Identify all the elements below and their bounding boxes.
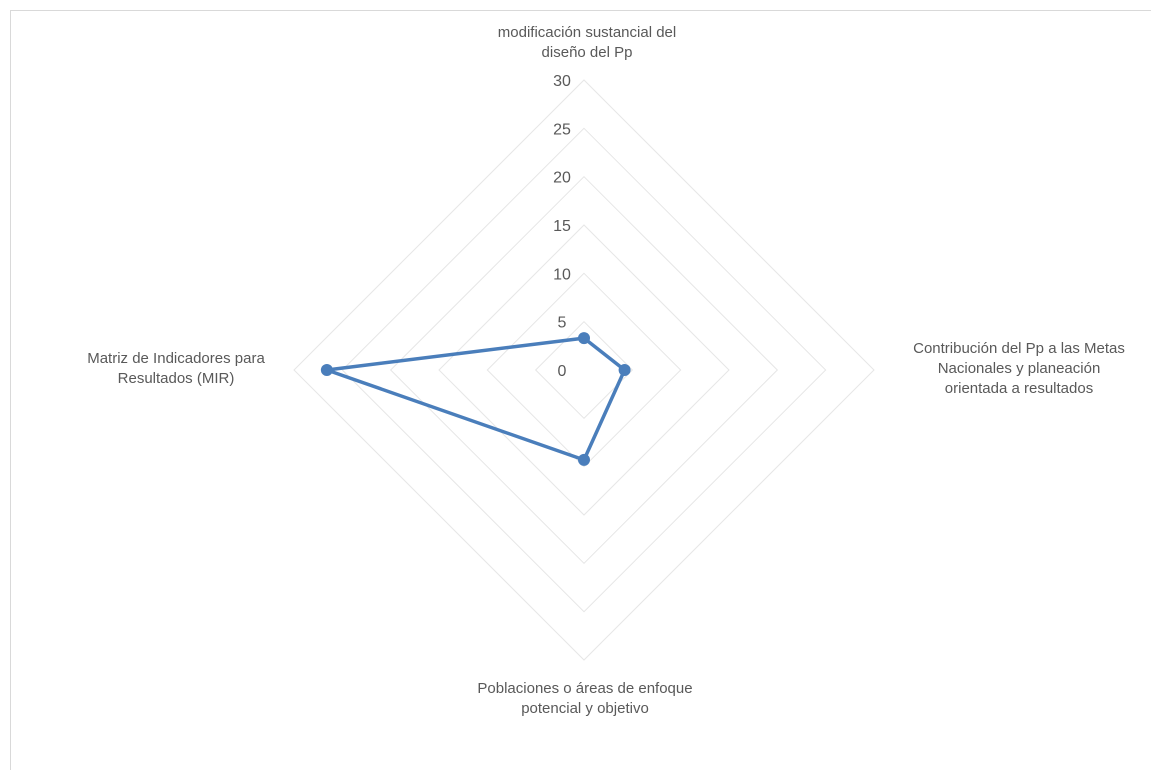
axis-label: Poblaciones o áreas de enfoque potencial … (477, 680, 692, 717)
tick-label: 30 (553, 73, 571, 90)
data-point (320, 364, 333, 376)
axis-label: Contribución del Pp a las Metas Nacionale… (913, 340, 1125, 397)
data-point (578, 332, 590, 345)
chart-frame (10, 10, 1151, 770)
tick-label: 20 (553, 170, 571, 187)
axis-label: Matriz de Indicadores para Resultados (MI… (87, 350, 265, 387)
grid-ring (389, 175, 779, 565)
radar-chart: 0 5 10 15 20 25 30 modificación sustancial del… (87, 24, 1125, 717)
tick-label: 0 (558, 363, 567, 380)
data-point (578, 453, 590, 466)
grid-ring (438, 224, 730, 516)
grid-ring (486, 272, 682, 468)
grid-ring (534, 320, 634, 420)
axis-label: modificación sustancial del diseño del Pp (498, 24, 676, 61)
tick-labels: 0 5 10 15 20 25 30 (553, 73, 571, 380)
data-point (618, 364, 631, 376)
tick-label: 5 (558, 315, 567, 332)
tick-label: 15 (553, 218, 571, 235)
series-layer (320, 332, 631, 466)
axis-labels: modificación sustancial del diseño del Pp… (87, 24, 1125, 717)
tick-label: 10 (553, 266, 571, 283)
tick-label: 25 (553, 121, 571, 138)
radar-grid (293, 79, 875, 661)
grid-ring (293, 79, 875, 661)
grid-ring (341, 127, 827, 613)
